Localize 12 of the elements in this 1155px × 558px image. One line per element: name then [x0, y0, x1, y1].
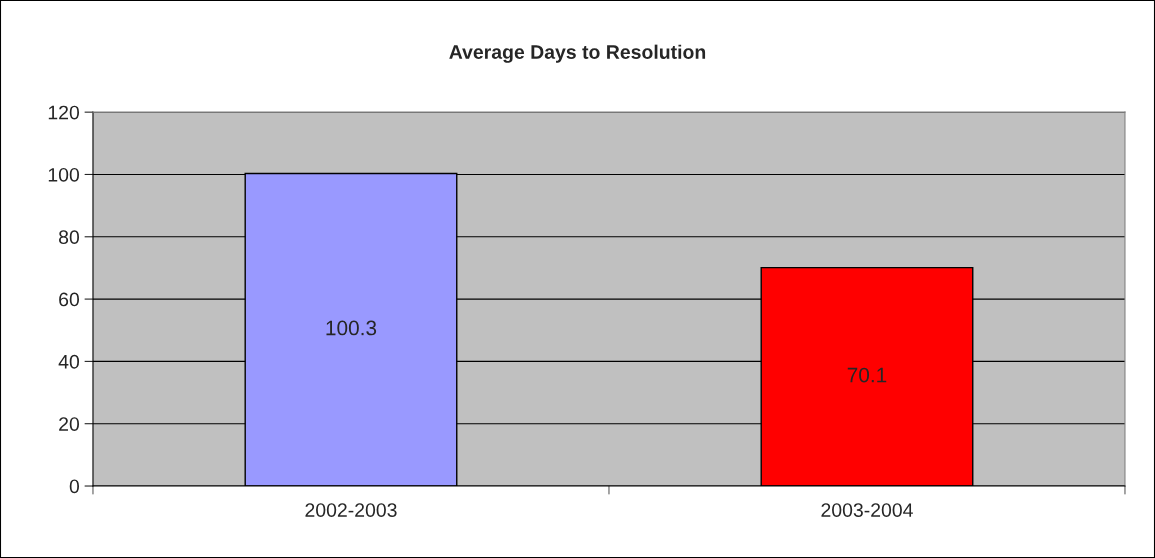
- y-tick-label: 100: [48, 167, 80, 182]
- x-tick-label: 2002-2003: [305, 503, 397, 517]
- y-tick-label: 20: [59, 417, 80, 431]
- y-tick-label: 60: [59, 292, 80, 307]
- x-tick-label: 2003-2004: [821, 503, 913, 517]
- y-tick-label: 0: [69, 479, 80, 494]
- chart-title: Average Days to Resolution: [449, 44, 706, 63]
- y-tick-label: 120: [48, 105, 80, 120]
- data-label: 100.3: [326, 320, 377, 336]
- y-tick-label: 40: [58, 354, 80, 369]
- y-tick-label: 80: [59, 230, 80, 245]
- data-label: 70.1: [847, 367, 887, 383]
